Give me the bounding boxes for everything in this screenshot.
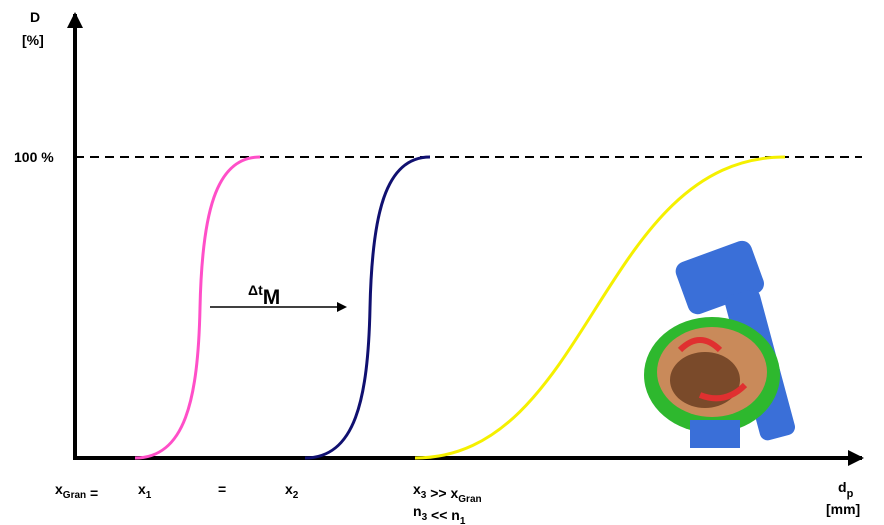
x-label-sub: Gran (458, 494, 481, 505)
x-label: n3 << n1 (413, 503, 466, 525)
diagram: D[%]100 %dp[mm]ΔtMxGran =x1=x2x3 >> xGra… (0, 0, 884, 525)
x-label-text: << n (427, 507, 460, 523)
x-axis-label-sub: p (847, 488, 854, 500)
x-label-sub: 2 (293, 490, 299, 501)
x-label: = (218, 481, 226, 497)
x-label-text: x (285, 481, 293, 497)
x-label: x3 >> xGran (413, 481, 482, 505)
x-label-text: = (218, 481, 226, 497)
y-axis-label: D (30, 9, 40, 25)
mixer-image (644, 238, 797, 448)
arrow-label-sub: M (263, 286, 281, 309)
x-label: xGran = (55, 481, 98, 501)
x-label-text: x (138, 481, 146, 497)
x-label-text: >> x (426, 485, 458, 501)
x-label-sub: 1 (460, 516, 466, 525)
arrow-label-main: Δt (248, 282, 263, 298)
x-label-text: x (413, 481, 421, 497)
x-axis-label-main: d (838, 479, 847, 495)
x-label-text: x (55, 481, 63, 497)
x-label-sub: Gran (63, 490, 86, 501)
x-label: x1 (138, 481, 152, 501)
x-axis-unit: [mm] (826, 501, 860, 517)
x-label: x2 (285, 481, 299, 501)
y-axis-unit: [%] (22, 32, 44, 48)
x-label-text: n (413, 503, 422, 519)
x-label-text: = (86, 485, 98, 501)
x-label-sub: 1 (146, 490, 152, 501)
arrow-label: ΔtM (248, 282, 280, 309)
reference-label: 100 % (14, 149, 54, 165)
x-axis-label: dp (838, 479, 854, 500)
